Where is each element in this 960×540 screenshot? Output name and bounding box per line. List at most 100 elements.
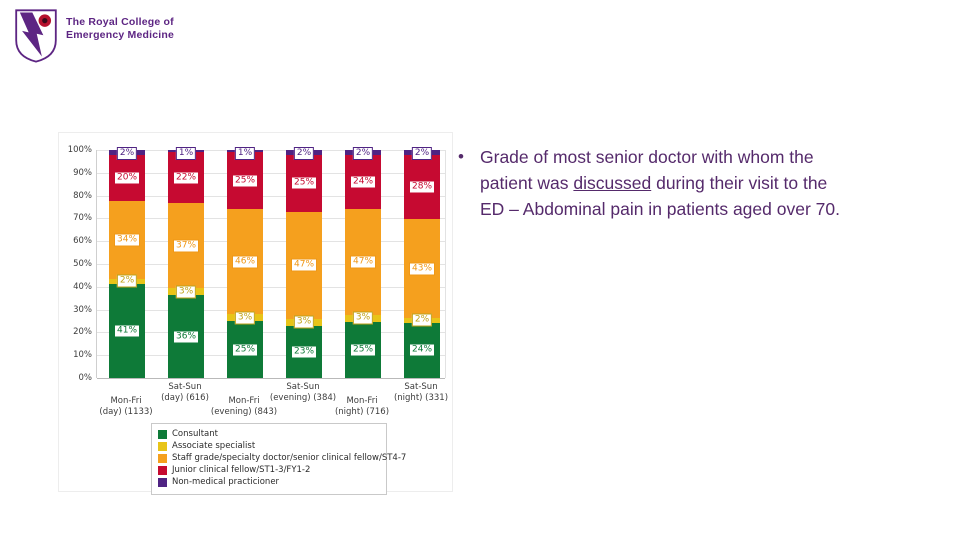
bar-value-label: 46% bbox=[231, 255, 259, 269]
y-tick-label: 60% bbox=[73, 236, 92, 247]
y-tick-label: 30% bbox=[73, 304, 92, 315]
bar-segment-series4-cat0: 2% bbox=[109, 147, 145, 161]
gridline bbox=[97, 172, 445, 174]
bar-value-label: 20% bbox=[113, 171, 141, 185]
gridline bbox=[97, 241, 445, 243]
plot-area: 41% 2% 34% 20% 2% 36% 3% 37% 22% 1% 25% 3% 46% 25% 1% 2… bbox=[96, 147, 446, 379]
legend-item: Associate specialist bbox=[158, 441, 380, 452]
bar-segment-series0-cat4: 25% bbox=[345, 321, 381, 378]
bar-segment-series2-cat3: 47% bbox=[286, 211, 322, 319]
y-tick-label: 70% bbox=[73, 213, 92, 224]
legend-label: Consultant bbox=[172, 429, 218, 439]
y-tick-label: 90% bbox=[73, 167, 92, 178]
bar-value-label: 28% bbox=[408, 180, 436, 194]
bar-value-label: 41% bbox=[113, 324, 141, 338]
bar-value-label: 23% bbox=[290, 345, 318, 359]
x-tick-label: Sat-Sun (day) (616) bbox=[161, 382, 209, 403]
gridline bbox=[97, 355, 445, 357]
bar-value-label: 2% bbox=[293, 147, 315, 161]
bar-segment-series3-cat1: 22% bbox=[168, 152, 204, 203]
bar-value-label: 24% bbox=[408, 343, 436, 357]
x-tick-label: Mon-Fri (day) (1133) bbox=[99, 396, 153, 417]
bar-value-label: 3% bbox=[234, 311, 256, 325]
bar-segment-series1-cat0: 2% bbox=[109, 274, 145, 288]
legend-label: Associate specialist bbox=[172, 441, 256, 451]
bar-value-label: 2% bbox=[116, 274, 138, 288]
bar-segment-series3-cat2: 25% bbox=[227, 152, 263, 210]
legend-swatch-icon bbox=[158, 478, 167, 487]
bullet-point: • bbox=[458, 147, 464, 166]
x-tick-label: Mon-Fri (evening) (843) bbox=[210, 396, 278, 417]
bar-segment-series2-cat1: 37% bbox=[168, 202, 204, 289]
bar-segment-series2-cat5: 43% bbox=[404, 219, 440, 319]
bar-value-label: 3% bbox=[175, 285, 197, 299]
y-tick-label: 40% bbox=[73, 281, 92, 292]
bar-segment-series3-cat5: 28% bbox=[404, 154, 440, 220]
bar-segment-series4-cat5: 2% bbox=[404, 147, 440, 161]
bar-segment-series2-cat4: 47% bbox=[345, 208, 381, 315]
rcem-shield-icon bbox=[15, 9, 57, 63]
bar-segment-series3-cat4: 24% bbox=[345, 154, 381, 209]
bar-value-label: 2% bbox=[352, 147, 374, 161]
title-line-3: ED – Abdominal pain in patients aged ove… bbox=[480, 199, 840, 219]
logo-org-line2: Emergency Medicine bbox=[66, 28, 175, 41]
legend-item: Non-medical practicioner bbox=[158, 477, 380, 488]
bar-segment-series4-cat1: 1% bbox=[168, 147, 204, 161]
bar-value-label: 22% bbox=[172, 171, 200, 185]
bar-segment-series1-cat1: 3% bbox=[168, 285, 204, 299]
title-line-1: Grade of most senior doctor with whom th… bbox=[480, 147, 814, 167]
bar-value-label: 2% bbox=[116, 147, 138, 161]
legend-label: Junior clinical fellow/ST1-3/FY1-2 bbox=[172, 465, 311, 475]
legend-item: Consultant bbox=[158, 429, 380, 440]
gridline bbox=[97, 195, 445, 197]
bar-segment-series0-cat3: 23% bbox=[286, 325, 322, 378]
bar-segment-series1-cat4: 3% bbox=[345, 311, 381, 325]
x-tick-label: Sat-Sun (night) (331) bbox=[393, 382, 449, 403]
bar-value-label: 34% bbox=[113, 233, 141, 247]
bar-value-label: 47% bbox=[290, 258, 318, 272]
bar-segment-series0-cat0: 41% bbox=[109, 283, 145, 378]
logo-org-line1: The Royal College of bbox=[66, 16, 174, 28]
gridline bbox=[97, 150, 445, 151]
bar-value-label: 1% bbox=[175, 147, 197, 161]
bar-segment-series3-cat3: 25% bbox=[286, 154, 322, 212]
flash-icon bbox=[19, 12, 44, 57]
bar-value-label: 25% bbox=[231, 174, 259, 188]
bar-segment-series4-cat4: 2% bbox=[345, 147, 381, 161]
gridline bbox=[97, 332, 445, 334]
x-tick-label: Sat-Sun (evening) (384) bbox=[269, 382, 337, 403]
bar-value-label: 47% bbox=[349, 255, 377, 269]
bar-value-label: 25% bbox=[290, 176, 318, 190]
logo-text: The Royal College of Emergency Medicine bbox=[66, 16, 174, 41]
slide-title-block: • Grade of most senior doctor with whom … bbox=[458, 144, 910, 222]
bar-value-label: 24% bbox=[349, 175, 377, 189]
chart: 41% 2% 34% 20% 2% 36% 3% 37% 22% 1% 25% 3% 46% 25% 1% 2… bbox=[58, 132, 453, 495]
bar-value-label: 37% bbox=[172, 239, 200, 253]
bar-value-label: 2% bbox=[411, 147, 433, 161]
gridline bbox=[97, 264, 445, 265]
title-line-2: patient was discussed during their visit… bbox=[480, 173, 828, 193]
bar-value-label: 3% bbox=[293, 315, 315, 329]
bar-segment-series1-cat5: 2% bbox=[404, 313, 440, 327]
y-tick-label: 0% bbox=[78, 373, 93, 383]
legend-swatch-icon bbox=[158, 430, 167, 439]
gridline bbox=[97, 286, 445, 288]
bar-value-label: 2% bbox=[411, 313, 433, 327]
legend-swatch-icon bbox=[158, 442, 167, 451]
chart-legend: Consultant Associate specialist Staff grad… bbox=[151, 423, 406, 495]
slide-title-text: Grade of most senior doctor with whom th… bbox=[480, 144, 840, 222]
legend-label: Non-medical practicioner bbox=[172, 477, 280, 487]
y-tick-label: 10% bbox=[73, 350, 92, 361]
bar-value-label: 25% bbox=[231, 343, 259, 356]
bar-segment-series0-cat1: 36% bbox=[168, 295, 204, 378]
bar-value-label: 43% bbox=[408, 262, 436, 276]
bar-segment-series3-cat0: 20% bbox=[109, 154, 145, 201]
bar-segment-series4-cat2: 1% bbox=[227, 147, 263, 161]
legend-item: Junior clinical fellow/ST1-3/FY1-2 bbox=[158, 465, 380, 476]
underlined-word: discussed bbox=[573, 173, 652, 193]
legend-label: Staff grade/specialty doctor/senior clin… bbox=[172, 453, 407, 463]
bar-value-label: 25% bbox=[349, 343, 377, 357]
gridline bbox=[97, 309, 445, 311]
bar-segment-series1-cat3: 3% bbox=[286, 315, 322, 329]
